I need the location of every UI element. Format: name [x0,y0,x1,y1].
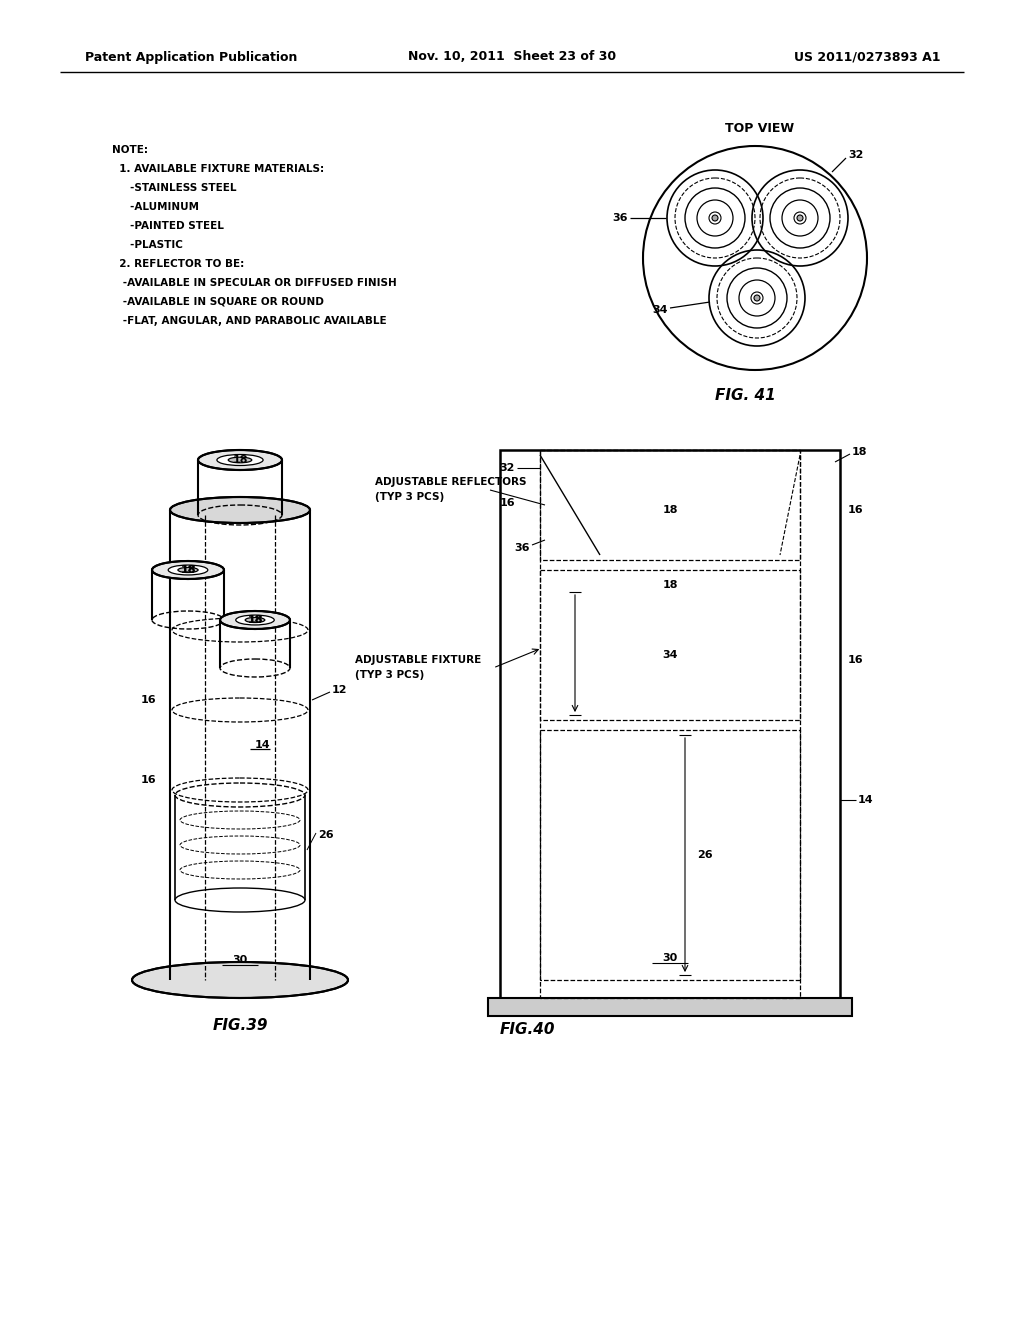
Ellipse shape [178,568,198,573]
Text: 1. AVAILABLE FIXTURE MATERIALS:: 1. AVAILABLE FIXTURE MATERIALS: [112,164,325,174]
Text: -STAINLESS STEEL: -STAINLESS STEEL [112,183,237,193]
Text: NOTE:: NOTE: [112,145,148,154]
Text: 14: 14 [255,741,270,750]
Text: 34: 34 [652,305,668,315]
Text: 14: 14 [858,795,873,805]
Text: FIG. 41: FIG. 41 [715,388,775,403]
Ellipse shape [198,450,282,470]
Text: 18: 18 [180,565,196,576]
Ellipse shape [170,498,310,523]
Text: 30: 30 [232,954,248,965]
Ellipse shape [152,561,224,579]
Text: 16: 16 [848,655,863,665]
Text: (TYP 3 PCS): (TYP 3 PCS) [355,671,424,680]
Ellipse shape [797,215,803,220]
Text: 18: 18 [247,615,263,624]
Ellipse shape [236,615,274,624]
Text: 16: 16 [500,498,515,508]
Text: 18: 18 [180,565,196,576]
Text: -AVAILABLE IN SPECULAR OR DIFFUSED FINISH: -AVAILABLE IN SPECULAR OR DIFFUSED FINIS… [112,279,396,288]
Ellipse shape [794,213,806,224]
Text: Nov. 10, 2011  Sheet 23 of 30: Nov. 10, 2011 Sheet 23 of 30 [408,50,616,63]
Text: Patent Application Publication: Patent Application Publication [85,50,297,63]
Text: 18: 18 [663,506,678,515]
Ellipse shape [217,454,263,466]
Text: 16: 16 [140,696,156,705]
Text: 18: 18 [663,579,678,590]
Text: 34: 34 [663,649,678,660]
Text: 16: 16 [140,775,156,785]
Bar [540,570,800,719]
Text: 12: 12 [332,685,347,696]
Text: 36: 36 [612,213,628,223]
Ellipse shape [751,292,763,304]
Text: -FLAT, ANGULAR, AND PARABOLIC AVAILABLE: -FLAT, ANGULAR, AND PARABOLIC AVAILABLE [112,315,387,326]
Ellipse shape [228,457,252,463]
Text: 36: 36 [514,543,530,553]
Text: -AVAILABLE IN SQUARE OR ROUND: -AVAILABLE IN SQUARE OR ROUND [112,297,324,308]
Text: TOP VIEW: TOP VIEW [725,121,795,135]
Text: 30: 30 [663,953,678,964]
Ellipse shape [168,565,208,576]
Text: US 2011/0273893 A1: US 2011/0273893 A1 [794,50,940,63]
Bar [488,998,852,1016]
Text: -PAINTED STEEL: -PAINTED STEEL [112,220,224,231]
Text: 26: 26 [318,830,334,840]
Bar [500,450,840,998]
Ellipse shape [132,962,348,998]
Bar [540,450,800,560]
Ellipse shape [712,215,718,220]
Ellipse shape [245,618,265,623]
Text: (TYP 3 PCS): (TYP 3 PCS) [375,492,444,502]
Ellipse shape [754,294,760,301]
Text: 18: 18 [247,615,263,624]
Text: 32: 32 [848,150,863,160]
Text: ADJUSTABLE REFLECTORS: ADJUSTABLE REFLECTORS [375,477,526,487]
Text: 18: 18 [232,455,248,465]
Text: FIG.40: FIG.40 [500,1023,555,1038]
Bar [540,730,800,979]
Text: 32: 32 [500,463,515,473]
Bar [540,450,800,998]
Ellipse shape [709,213,721,224]
Text: 16: 16 [848,506,863,515]
Ellipse shape [220,611,290,630]
Text: 26: 26 [697,850,713,861]
Text: 18: 18 [852,447,867,457]
Text: -PLASTIC: -PLASTIC [112,240,183,249]
Text: -ALUMINUM: -ALUMINUM [112,202,199,213]
Text: ADJUSTABLE FIXTURE: ADJUSTABLE FIXTURE [355,655,481,665]
Text: 2. REFLECTOR TO BE:: 2. REFLECTOR TO BE: [112,259,245,269]
Text: FIG.39: FIG.39 [212,1018,267,1032]
